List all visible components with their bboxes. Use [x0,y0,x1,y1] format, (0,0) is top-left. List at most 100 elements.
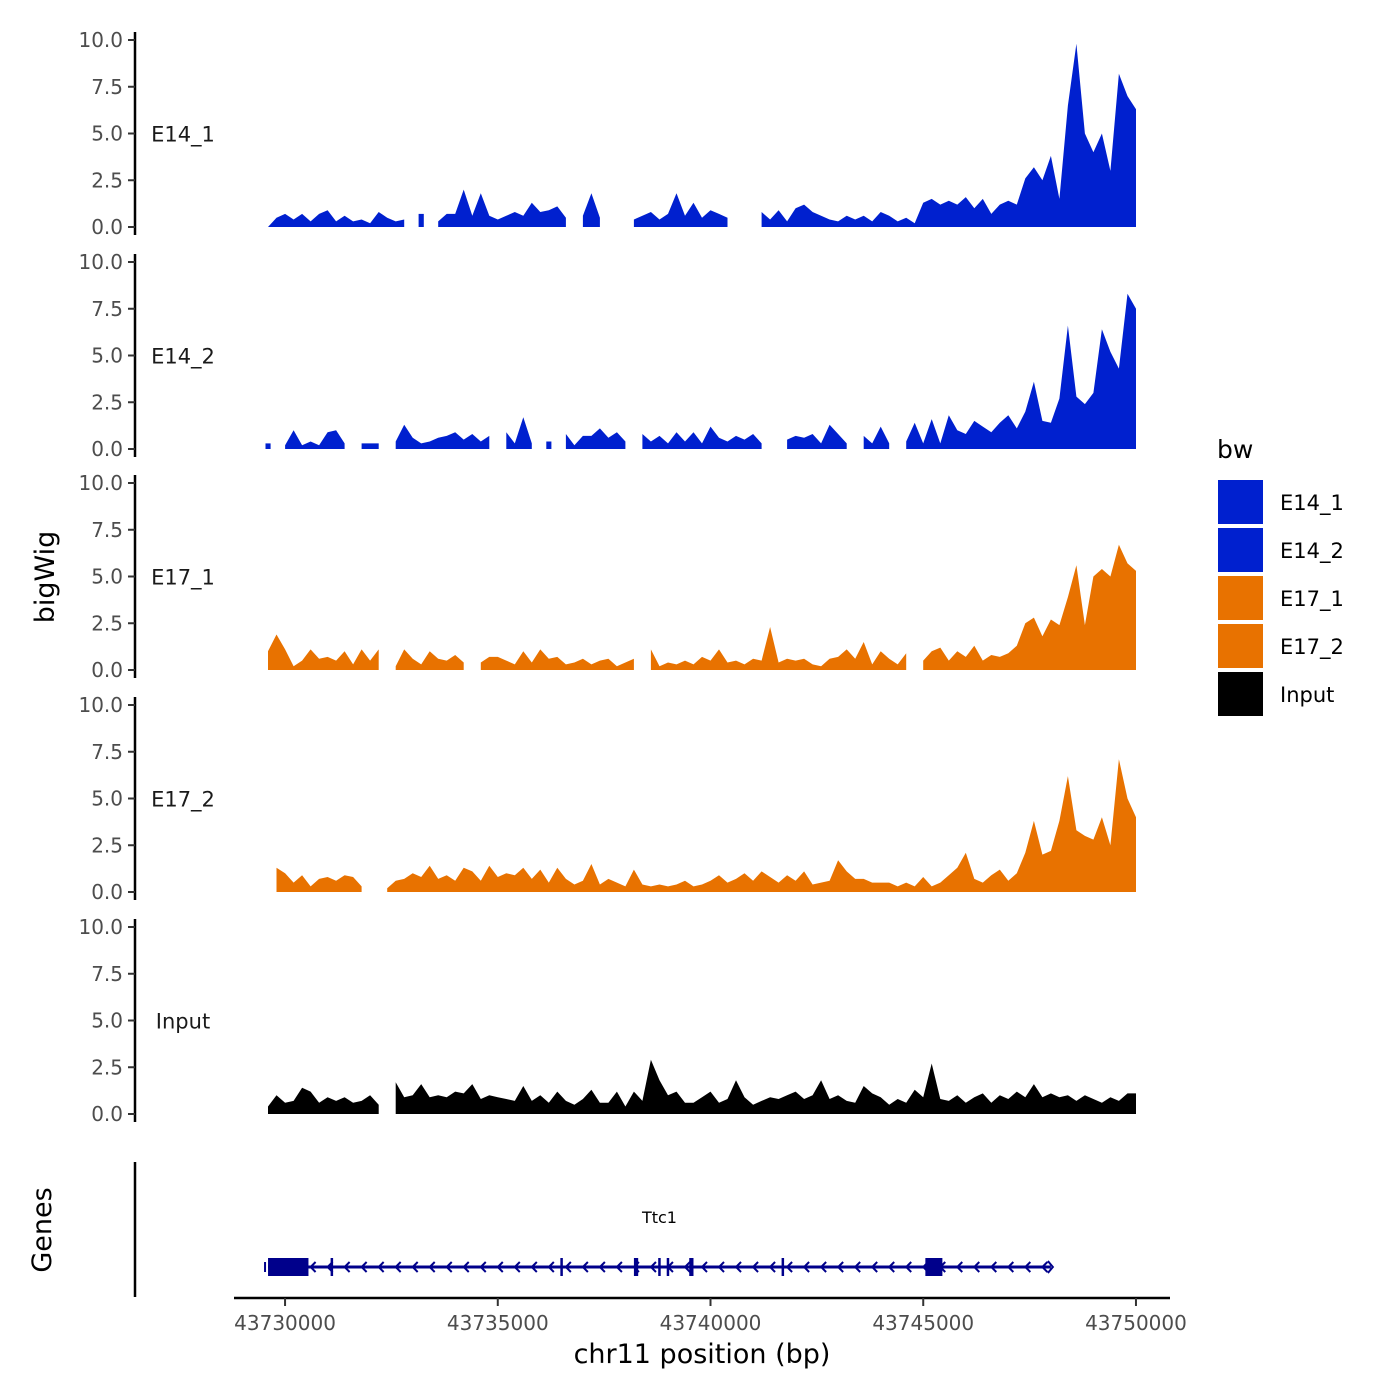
y-tick-label: 10.0 [78,28,123,52]
track-e17-2: 0.0 2.5 5.0 7.5 10.0 E17_2 [78,693,1136,904]
y-tick-label: 5.0 [91,787,123,811]
signal-area [565,428,626,449]
track-input: 0.0 2.5 5.0 7.5 10.0 Input [78,915,1136,1126]
legend-label: E14_2 [1280,539,1344,564]
bigwig-tracks: 0.0 2.5 5.0 7.5 10.0 E14_1 0.0 2.5 5.0 7.5 10.0 E14… [78,28,1136,1126]
y-tick-label: 2.5 [91,1055,123,1079]
y-tick-label: 2.5 [91,390,123,414]
strand-arrow [615,1261,623,1273]
legend-label: Input [1280,683,1334,707]
strand-arrow [428,1261,436,1273]
signal-area [387,759,1136,892]
strand-arrow [581,1261,589,1273]
strand-arrow [649,1261,657,1273]
strand-arrow [309,1261,317,1273]
signal-area [480,649,634,670]
signal-area [787,424,847,449]
legend-item-e17-2: E17_2 [1218,624,1344,668]
signal-area [923,544,1136,670]
track-label: Input [156,1010,210,1034]
legend-label: E17_1 [1280,587,1344,612]
exon-block [689,1258,694,1276]
strand-arrow [717,1261,725,1273]
strand-arrow [1006,1261,1015,1273]
track-e14-2: 0.0 2.5 5.0 7.5 10.0 E14_2 [78,250,1136,461]
signal-area [546,441,552,449]
x-tick-label: 43735000 [447,1311,549,1335]
strand-arrow [445,1261,453,1273]
x-axis: 43730000 43735000 43740000 43745000 43750000… [234,1296,1187,1370]
gene-models: Ttc1 [264,1208,1055,1276]
y-tick-label: 5.0 [91,344,123,368]
signal-area [361,443,379,449]
track-e14-1: 0.0 2.5 5.0 7.5 10.0 E14_1 [78,28,1136,239]
track-e17-1: 0.0 2.5 5.0 7.5 10.0 E17_1 [78,471,1136,682]
y-tick-label: 0.0 [91,215,123,239]
signal-area [395,1059,1136,1114]
strand-arrow [802,1261,810,1273]
strand-arrow [1023,1261,1032,1273]
legend-swatch [1218,480,1263,524]
x-tick-label: 43750000 [1085,1311,1187,1335]
y-tick-label: 0.0 [91,658,123,682]
y-tick-label: 7.5 [91,740,123,764]
legend-title: bw [1217,435,1253,464]
signal-area [650,627,907,670]
strand-arrow [496,1261,504,1273]
y-axis-title: bigWig [30,531,61,624]
legend-swatch [1218,528,1263,572]
strand-arrow [836,1261,844,1273]
y-tick-label: 2.5 [91,168,123,192]
gene-name-label: Ttc1 [641,1208,677,1227]
y-tick-label: 10.0 [78,471,123,495]
signal-area [438,189,566,227]
strand-arrow [377,1261,385,1273]
strand-arrow [768,1261,776,1273]
strand-arrow [479,1261,487,1273]
y-tick-label: 7.5 [91,297,123,321]
y-tick-label: 10.0 [78,250,123,274]
strand-arrow [734,1261,742,1273]
y-tick-label: 7.5 [91,518,123,542]
x-tick-label: 43740000 [660,1311,762,1335]
y-tick-label: 5.0 [91,122,123,146]
y-tick-label: 5.0 [91,565,123,589]
strand-arrow [904,1261,912,1273]
y-tick-label: 7.5 [91,75,123,99]
legend: bw E14_1 E14_2 E17_1 E17_2 Input [1217,435,1344,716]
strand-arrow [1040,1261,1049,1273]
strand-arrow [530,1261,538,1273]
y-tick-label: 5.0 [91,1009,123,1033]
signal-area [863,426,890,449]
legend-items: E14_1 E14_2 E17_1 E17_2 Input [1218,480,1344,716]
legend-item-e14-2: E14_2 [1218,528,1344,572]
x-axis-ticks: 43730000 43735000 43740000 43745000 43750000 [234,1298,1187,1335]
signal-area [906,293,1136,449]
strand-arrow [853,1261,861,1273]
signal-area [642,426,762,449]
y-tick-label: 0.0 [91,437,123,461]
legend-label: E14_1 [1280,491,1344,516]
legend-swatch [1218,624,1263,668]
signal-area [395,424,490,449]
strand-arrow [547,1261,555,1273]
signal-area [761,43,1136,228]
gene-panel: Genes Ttc1 [27,1162,1055,1297]
strand-arrow [785,1261,793,1273]
y-tick-label: 10.0 [78,693,123,717]
legend-item-e14-1: E14_1 [1218,480,1344,524]
signal-area [268,1087,379,1114]
strand-arrow [955,1261,963,1273]
strand-arrow [513,1261,521,1273]
strand-arrow [343,1261,351,1273]
track-label: E14_2 [151,345,215,370]
signal-area [285,430,345,449]
signal-area [582,193,600,227]
legend-label: E17_2 [1280,635,1344,660]
y-tick-label: 7.5 [91,962,123,986]
signal-area [633,193,728,227]
signal-area [276,867,362,892]
exon-block [925,1258,943,1276]
gene-end-cap [1047,1260,1055,1274]
strand-arrow [360,1261,368,1273]
